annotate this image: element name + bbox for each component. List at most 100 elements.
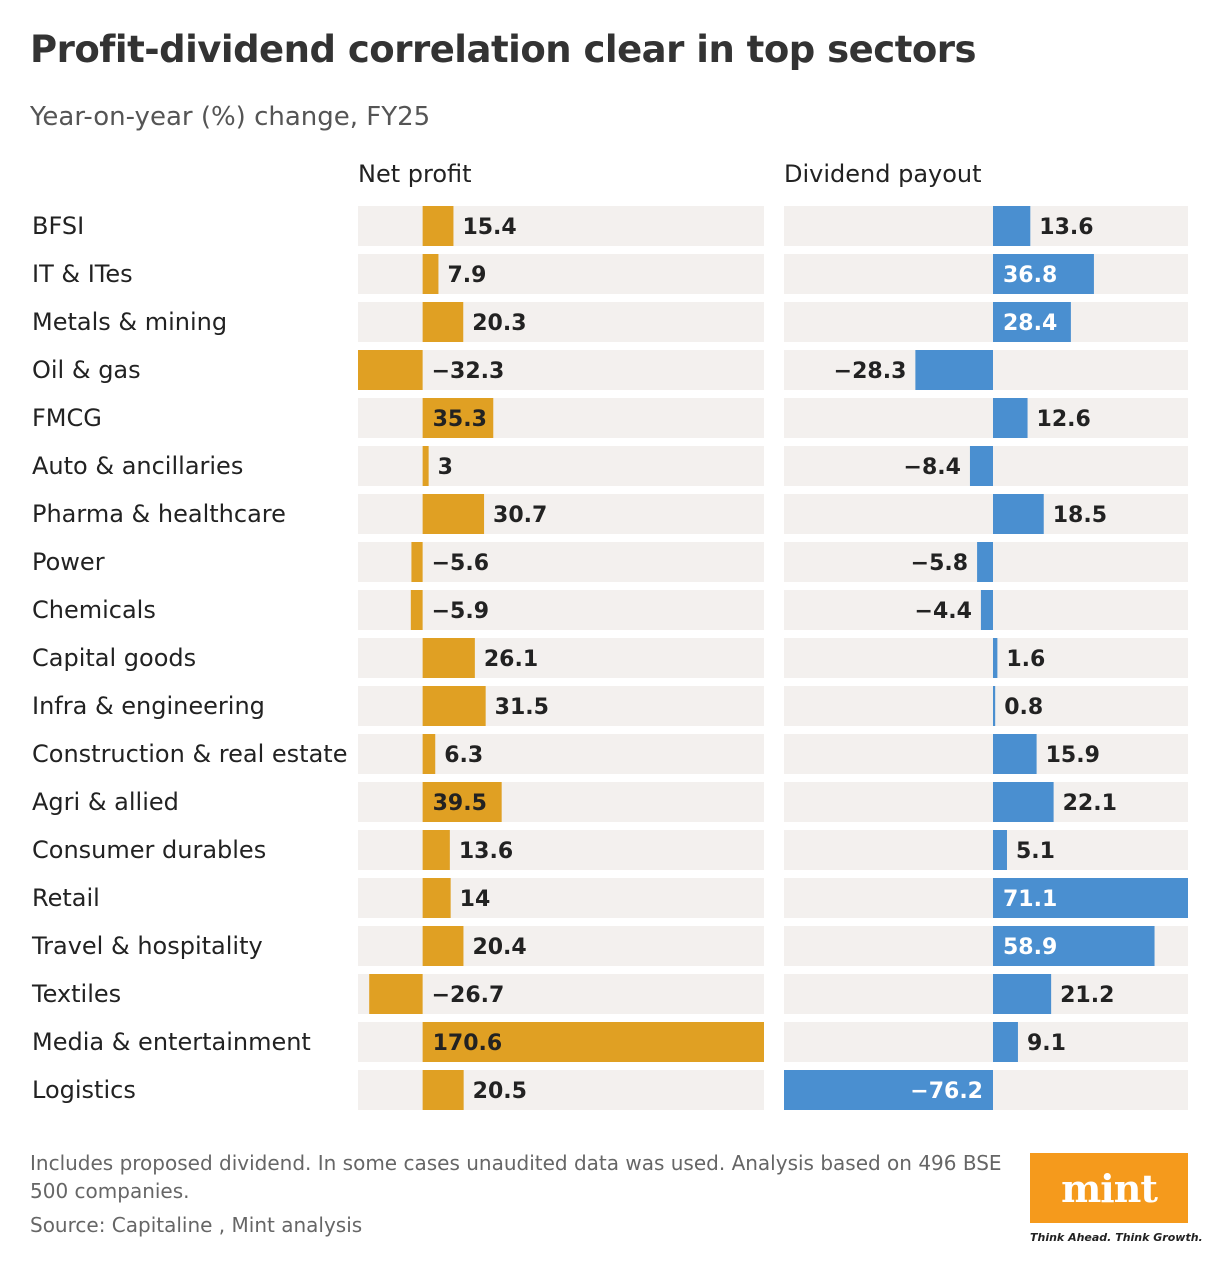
profit-track	[358, 830, 764, 870]
profit-bar	[422, 254, 439, 294]
profit-value-label: 20.3	[472, 311, 526, 336]
dividend-bar	[980, 590, 993, 630]
profit-value-label: −5.6	[432, 551, 489, 576]
dividend-track	[784, 398, 1188, 438]
dividend-track	[784, 686, 1188, 726]
category-label: IT & ITes	[32, 260, 133, 288]
profit-bar	[422, 1070, 464, 1110]
dividend-value-label: 13.6	[1039, 215, 1093, 240]
profit-value-label: 13.6	[459, 839, 513, 864]
profit-bar	[422, 494, 485, 534]
dividend-track	[784, 254, 1188, 294]
profit-bar	[410, 590, 423, 630]
profit-bar	[422, 734, 436, 774]
dividend-bar	[992, 782, 1054, 822]
profit-value-label: −26.7	[432, 983, 505, 1008]
dividend-value-label: 18.5	[1053, 503, 1107, 528]
profit-track	[358, 686, 764, 726]
category-label: Media & entertainment	[32, 1028, 311, 1056]
profit-value-label: 14	[460, 887, 491, 912]
profit-track	[358, 734, 764, 774]
dividend-bar	[992, 878, 1188, 918]
category-label: BFSI	[32, 212, 84, 240]
dividend-track	[784, 830, 1188, 870]
profit-value-label: 31.5	[495, 695, 549, 720]
dividend-value-label: 21.2	[1060, 983, 1114, 1008]
profit-track	[358, 590, 764, 630]
profit-track	[358, 302, 764, 342]
profit-bar	[369, 974, 423, 1014]
dividend-value-label: 58.9	[1003, 935, 1057, 960]
category-label: Textiles	[31, 980, 121, 1008]
profit-track	[358, 782, 764, 822]
profit-track	[358, 350, 764, 390]
dividend-bar	[992, 494, 1044, 534]
profit-bar	[411, 542, 423, 582]
dividend-value-label: −5.8	[911, 551, 968, 576]
profit-value-label: 20.4	[472, 935, 526, 960]
dividend-bar	[915, 350, 993, 390]
profit-bar	[422, 686, 486, 726]
profit-value-label: 170.6	[433, 1031, 503, 1056]
dividend-value-label: −76.2	[910, 1079, 983, 1104]
dividend-value-label: 28.4	[1003, 311, 1057, 336]
category-label: Auto & ancillaries	[32, 452, 243, 480]
profit-bar	[422, 398, 494, 438]
category-label: Chemicals	[32, 596, 156, 624]
dividend-value-label: −28.3	[834, 359, 907, 384]
category-label: Travel & hospitality	[31, 932, 263, 960]
category-label: Logistics	[32, 1076, 136, 1104]
profit-bar	[422, 830, 450, 870]
dividend-track	[784, 638, 1188, 678]
profit-bar	[422, 1022, 764, 1062]
profit-track	[358, 974, 764, 1014]
profit-bar	[422, 446, 429, 486]
category-label: Consumer durables	[32, 836, 266, 864]
category-label: Agri & allied	[32, 788, 179, 816]
category-label: Infra & engineering	[32, 692, 265, 720]
profit-track	[358, 878, 764, 918]
dividend-bar	[992, 974, 1052, 1014]
dividend-bar	[992, 1022, 1018, 1062]
dividend-value-label: 1.6	[1006, 647, 1045, 672]
net-profit-header: Net profit	[358, 160, 472, 188]
dividend-bar	[992, 926, 1155, 966]
dividend-bar	[992, 830, 1007, 870]
profit-value-label: 20.5	[473, 1079, 527, 1104]
mint-logo: mint	[1030, 1153, 1188, 1223]
profit-value-label: 7.9	[447, 263, 486, 288]
dividend-bar	[992, 302, 1071, 342]
dividend-payout-header: Dividend payout	[784, 160, 982, 188]
profit-value-label: −5.9	[432, 599, 489, 624]
dividend-track	[784, 734, 1188, 774]
category-label: Metals & mining	[32, 308, 227, 336]
category-label: Oil & gas	[32, 356, 141, 384]
profit-track	[358, 446, 764, 486]
profit-track	[358, 398, 764, 438]
dividend-value-label: 36.8	[1003, 263, 1057, 288]
profit-bar	[422, 302, 464, 342]
dividend-value-label: −8.4	[904, 455, 961, 480]
dividend-value-label: 71.1	[1003, 887, 1057, 912]
dividend-bar	[784, 1070, 993, 1110]
chart-subtitle: Year-on-year (%) change, FY25	[30, 102, 431, 132]
dividend-value-label: 0.8	[1004, 695, 1043, 720]
profit-value-label: 30.7	[493, 503, 547, 528]
profit-value-label: −32.3	[432, 359, 505, 384]
category-label: Construction & real estate	[32, 740, 347, 768]
profit-bar	[422, 638, 475, 678]
profit-value-label: 39.5	[433, 791, 487, 816]
profit-value-label: 26.1	[484, 647, 538, 672]
profit-bar	[422, 878, 451, 918]
dividend-track	[784, 494, 1188, 534]
dividend-value-label: 15.9	[1046, 743, 1100, 768]
footnote: Includes proposed dividend. In some case…	[30, 1151, 1002, 1203]
dividend-bar	[992, 734, 1037, 774]
category-label: Pharma & healthcare	[32, 500, 286, 528]
profit-value-label: 35.3	[433, 407, 487, 432]
dividend-value-label: −4.4	[915, 599, 972, 624]
category-label: FMCG	[32, 404, 102, 432]
profit-track	[358, 926, 764, 966]
profit-track	[358, 254, 764, 294]
profit-track	[358, 638, 764, 678]
